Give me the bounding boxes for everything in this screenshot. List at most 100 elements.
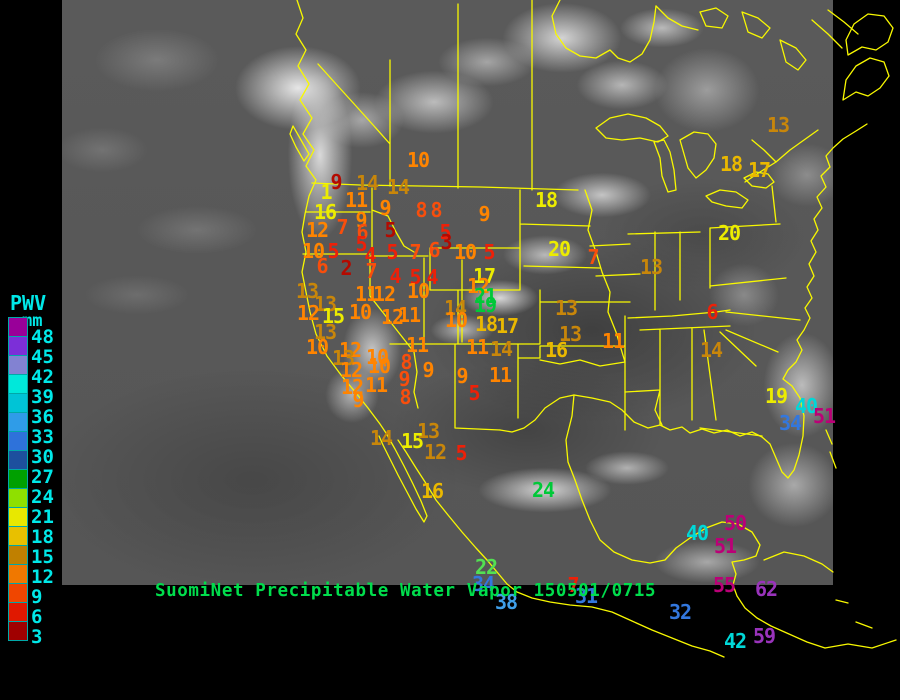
legend-color-swatch [8,545,28,565]
station-pwv-value: 12 [380,305,404,329]
station-pwv-value: 3 [440,230,452,254]
legend-color-swatch [8,621,28,641]
island-marks [825,429,873,629]
station-pwv-value: 21 [473,284,497,308]
station-pwv-value: 20 [547,237,571,261]
station-pwv-value: 12 [338,338,362,362]
station-pwv-value: 9 [352,388,364,412]
station-pwv-value: 55 [712,573,736,597]
cuba-coast [763,551,834,573]
st-lawrence [744,129,819,183]
station-pwv-value: 12 [423,440,447,464]
station-pwv-value: 7 [409,240,421,264]
legend-tick-label: 33 [31,425,54,448]
coastline-west [295,0,387,434]
station-pwv-value: 19 [473,293,497,317]
station-pwv-value: 13 [416,419,440,443]
station-pwv-value: 17 [747,158,771,182]
station-pwv-value: 14 [355,171,379,195]
legend-color-swatch [8,317,28,337]
station-pwv-value: 7 [365,259,377,283]
station-pwv-value: 6 [428,238,440,262]
station-pwv-value: 13 [639,255,663,279]
station-pwv-value: 17 [495,314,519,338]
station-pwv-value: 9 [398,367,410,391]
hudson-bay [551,0,657,63]
station-pwv-value: 15 [321,304,345,328]
station-pwv-value: 34 [778,411,802,435]
lake-superior [595,113,669,143]
legend-color-swatch [8,450,28,470]
legend-tick-label: 18 [31,525,54,548]
legend-tick-label: 3 [31,625,43,648]
station-pwv-value: 19 [764,384,788,408]
station-pwv-value: 5 [455,441,467,465]
station-pwv-value: 17 [472,264,496,288]
station-pwv-value: 20 [717,221,741,245]
station-pwv-value: 24 [531,478,555,502]
station-pwv-value: 10 [367,354,391,378]
legend-tick-label: 15 [31,545,54,568]
station-pwv-value: 7 [587,245,599,269]
station-pwv-value: 5 [483,240,495,264]
station-pwv-value: 11 [364,373,388,397]
station-pwv-value: 14 [489,337,513,361]
legend-color-swatch [8,393,28,413]
station-pwv-value: 16 [313,200,337,224]
station-pwv-value: 11 [488,363,512,387]
station-pwv-value: 8 [415,198,427,222]
lake-ontario [743,171,775,189]
legend-color-swatch [8,431,28,451]
legend-tick-label: 12 [31,565,54,588]
station-pwv-value: 14 [369,426,393,450]
us-canada-border [311,182,579,191]
station-pwv-value: 22 [474,555,498,579]
legend-tick-label: 24 [31,485,54,508]
legend-tick-label: 27 [31,465,54,488]
station-pwv-value: 10 [453,240,477,264]
station-pwv-value: 8 [399,385,411,409]
station-pwv-value: 13 [313,320,337,344]
station-pwv-value: 8 [430,198,442,222]
station-pwv-value: 11 [354,282,378,306]
state-borders-west [302,187,631,431]
station-pwv-value: 5 [355,232,367,256]
vancouver-island [289,125,310,162]
newfoundland [845,13,894,56]
legend-color-swatch [8,583,28,603]
station-pwv-value: 10 [406,148,430,172]
state-borders-east [624,185,801,437]
station-pwv-value: 32 [668,600,692,624]
station-pwv-value: 31 [574,584,598,608]
legend-color-swatch [8,374,28,394]
station-pwv-value: 12 [305,218,329,242]
station-pwv-value: 11 [465,335,489,359]
legend-color-swatch [8,564,28,584]
station-pwv-value: 5 [384,218,396,242]
legend-tick-label: 6 [31,605,43,628]
legend-tick-label: 39 [31,385,54,408]
legend-color-swatch [8,469,28,489]
station-pwv-value: 9 [478,202,490,226]
legend-color-swatch [8,507,28,527]
baja-peninsula [378,432,428,523]
station-pwv-value: 6 [316,254,328,278]
station-pwv-value: 11 [397,303,421,327]
station-pwv-value: 10 [301,239,325,263]
state-borders-central [584,189,701,363]
legend-tick-label: 42 [31,365,54,388]
station-pwv-value: 2 [340,256,352,280]
honduras-coast [824,639,897,649]
station-pwv-value: 51 [812,404,836,428]
province-borders [317,0,533,191]
legend-color-swatch [8,526,28,546]
station-pwv-value: 10 [365,345,389,369]
legend-tick-label: 45 [31,345,54,368]
legend-tick-label: 48 [31,325,54,348]
station-pwv-value: 12 [339,358,363,382]
station-pwv-value: 4 [426,265,438,289]
station-pwv-value: 10 [406,279,430,303]
